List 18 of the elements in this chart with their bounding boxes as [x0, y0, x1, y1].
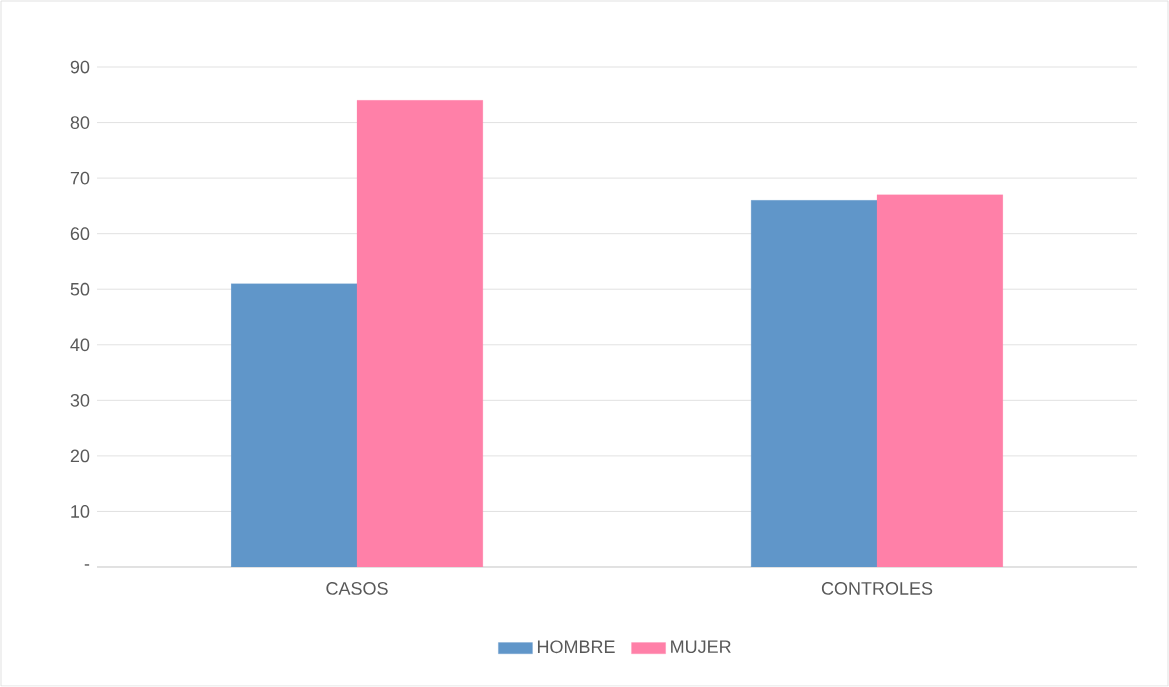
bar [876, 194, 1003, 567]
y-tick-label: 90 [70, 60, 90, 74]
y-tick-label: 60 [70, 227, 90, 241]
legend-label: MUJER [671, 640, 731, 654]
y-tick-label: 70 [70, 171, 90, 185]
y-tick-label: 20 [70, 449, 90, 463]
y-tick-label: 40 [70, 338, 90, 352]
x-tick-label: CONTROLES [821, 582, 933, 595]
legend-label: HOMBRE [537, 640, 615, 654]
y-tick-label: 30 [70, 393, 90, 407]
x-tick-label: CASOS [326, 582, 388, 595]
y-tick-label: 50 [70, 282, 90, 296]
bar [231, 283, 358, 567]
bar [356, 100, 483, 567]
y-tick-label: 80 [70, 116, 90, 129]
bar [751, 200, 878, 567]
y-tick-label: 10 [71, 505, 90, 518]
y-tick-label: - [84, 564, 90, 566]
